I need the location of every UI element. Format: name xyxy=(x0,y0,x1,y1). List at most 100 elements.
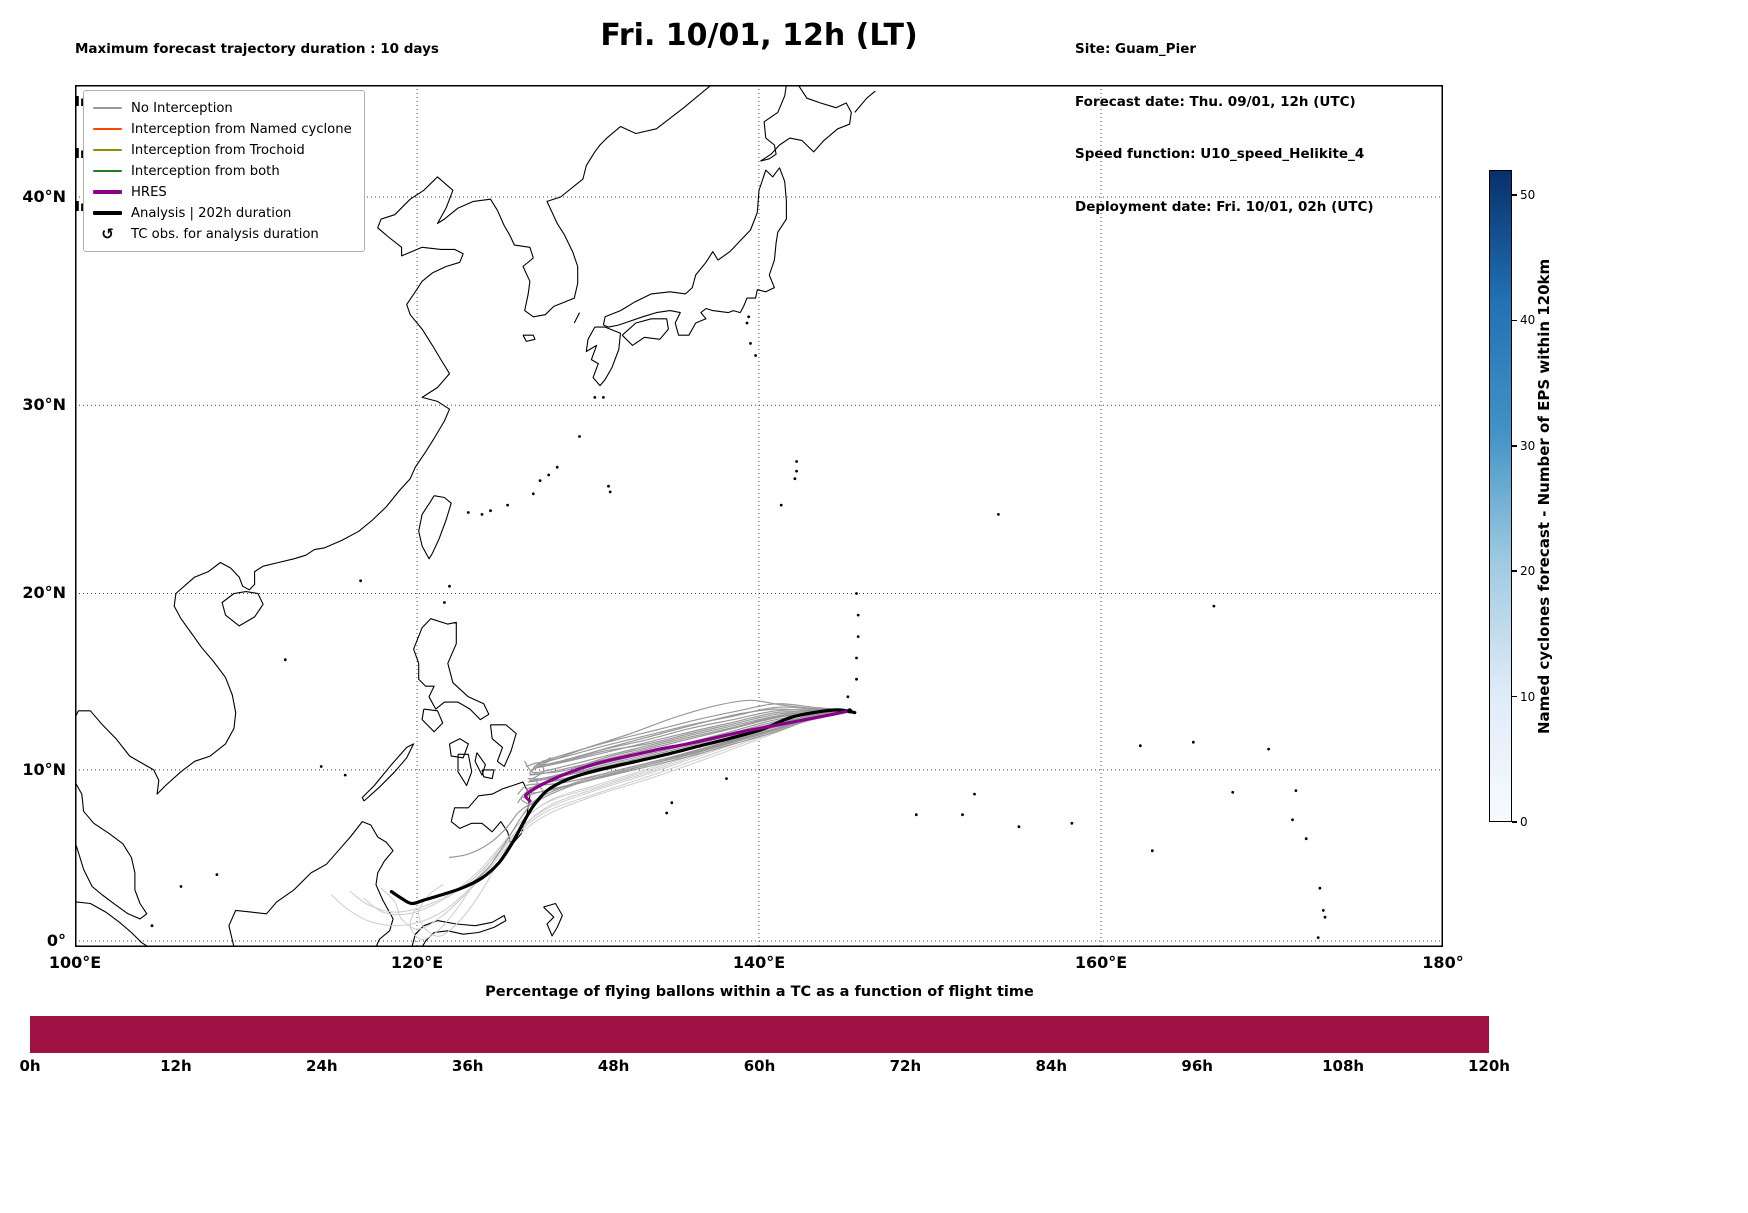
legend-label: TC obs. for analysis duration xyxy=(131,226,319,242)
legend: No Interception Interception from Named c… xyxy=(83,90,365,252)
island-dot xyxy=(1138,744,1142,748)
coastline xyxy=(854,90,876,113)
island-dot xyxy=(150,924,154,928)
coastline xyxy=(573,312,580,324)
x-axis-tick-label: 120°E xyxy=(390,953,444,972)
island-dot xyxy=(506,503,509,507)
colorbar-label: Named cyclones forecast - Number of EPS … xyxy=(1535,258,1553,734)
time-axis-tick-label: 72h xyxy=(889,1057,922,1075)
time-axis-tick-label: 12h xyxy=(160,1057,192,1075)
island-dot xyxy=(489,509,492,513)
legend-line-sample xyxy=(93,149,122,151)
island-dot xyxy=(855,592,858,595)
time-axis-tick-label: 36h xyxy=(451,1057,484,1075)
legend-item: Analysis | 202h duration xyxy=(93,204,352,222)
y-axis-tick-label: 10°N xyxy=(22,759,66,779)
trajectory-no-interception-faded xyxy=(409,710,851,941)
legend-item: No Interception xyxy=(93,99,352,117)
trajectory-no-interception xyxy=(524,710,851,774)
island-dot xyxy=(283,658,287,662)
island-dot xyxy=(1294,789,1298,792)
island-dot xyxy=(795,469,798,473)
island-dot xyxy=(856,613,860,617)
coastline xyxy=(448,738,469,759)
legend-line-sample xyxy=(93,128,122,130)
y-axis-tick-label: 30°N xyxy=(22,395,66,415)
legend-line xyxy=(93,149,122,151)
time-axis-tick-label: 108h xyxy=(1322,1057,1365,1075)
x-axis-tick-label: 160°E xyxy=(1074,953,1128,972)
island-dot xyxy=(855,656,858,660)
colorbar-tick xyxy=(1512,194,1517,196)
legend-line-sample xyxy=(93,107,122,109)
legend-label: HRES xyxy=(131,184,167,200)
coastline xyxy=(760,85,852,162)
island-dot xyxy=(359,579,362,583)
colorbar-tick-label: 20 xyxy=(1520,564,1536,579)
hres-track xyxy=(524,709,852,803)
island-dot xyxy=(538,479,542,482)
site-info-block: Site: Guam_Pier Forecast date: Thu. 09/0… xyxy=(1075,6,1374,251)
colorbar-tick xyxy=(1512,570,1517,572)
launch-site-marker xyxy=(847,708,853,714)
island-dot xyxy=(1304,837,1308,841)
island-dot xyxy=(665,811,669,815)
island-dot xyxy=(578,435,581,438)
coastline xyxy=(418,495,452,560)
legend-item: Interception from both xyxy=(93,162,352,180)
trajectory-no-interception xyxy=(532,699,851,771)
time-axis-tick-label: 0h xyxy=(19,1057,41,1075)
island-dot xyxy=(593,396,597,399)
island-dot xyxy=(779,503,783,507)
island-dot xyxy=(1070,821,1074,825)
site-line: Site: Guam_Pier xyxy=(1075,41,1197,57)
coastline xyxy=(621,318,669,346)
island-dot xyxy=(747,315,751,319)
trajectory-no-interception xyxy=(517,710,851,804)
island-dot xyxy=(466,511,470,514)
time-axis-tick-label: 120h xyxy=(1468,1057,1510,1075)
x-axis-tick-label: 180° xyxy=(1422,953,1464,972)
balloon-percentage-bar xyxy=(30,1016,1489,1053)
island-dot xyxy=(749,342,752,345)
y-axis-tick-label: 40°N xyxy=(22,187,66,206)
legend-item: HRES xyxy=(93,183,352,201)
coastline xyxy=(522,334,536,342)
island-dot xyxy=(1150,849,1154,853)
param-line: Maximum forecast trajectory duration : 1… xyxy=(75,41,439,57)
island-dot xyxy=(670,801,674,805)
time-axis-tick-label: 96h xyxy=(1181,1057,1213,1075)
island-dot xyxy=(856,635,860,638)
bottom-chart-title: Percentage of flying ballons within a TC… xyxy=(485,984,1034,1000)
legend-line xyxy=(93,190,122,194)
island-dot xyxy=(179,885,183,888)
legend-item: Interception from Trochoid xyxy=(93,141,352,159)
colorbar-tick-label: 40 xyxy=(1520,313,1536,328)
legend-item: ↺ TC obs. for analysis duration xyxy=(93,225,352,243)
page-title: Fri. 10/01, 12h (LT) xyxy=(600,18,918,53)
island-dot xyxy=(961,813,964,817)
island-dot xyxy=(602,396,605,399)
coastline xyxy=(543,902,563,937)
island-dot xyxy=(846,695,850,699)
x-axis-tick-label: 100°E xyxy=(48,953,102,972)
island-dot xyxy=(973,792,976,796)
coastline xyxy=(361,743,415,802)
legend-line xyxy=(93,170,122,172)
site-line: Forecast date: Thu. 09/01, 12h (UTC) xyxy=(1075,93,1356,110)
island-dot xyxy=(1323,915,1327,919)
island-dot xyxy=(1191,740,1195,744)
tc-obs-icon: ↺ xyxy=(101,224,114,243)
island-dot xyxy=(914,813,918,817)
legend-label: Interception from Trochoid xyxy=(131,142,305,158)
coastline xyxy=(489,724,517,768)
trajectory-no-interception-faded xyxy=(349,710,851,913)
colorbar-tick xyxy=(1512,319,1517,322)
coastline xyxy=(413,618,490,721)
island-dot xyxy=(1212,604,1216,608)
legend-line xyxy=(93,107,122,109)
trajectory-no-interception-faded xyxy=(331,710,851,927)
coastline xyxy=(228,821,394,947)
coastline xyxy=(585,326,622,387)
